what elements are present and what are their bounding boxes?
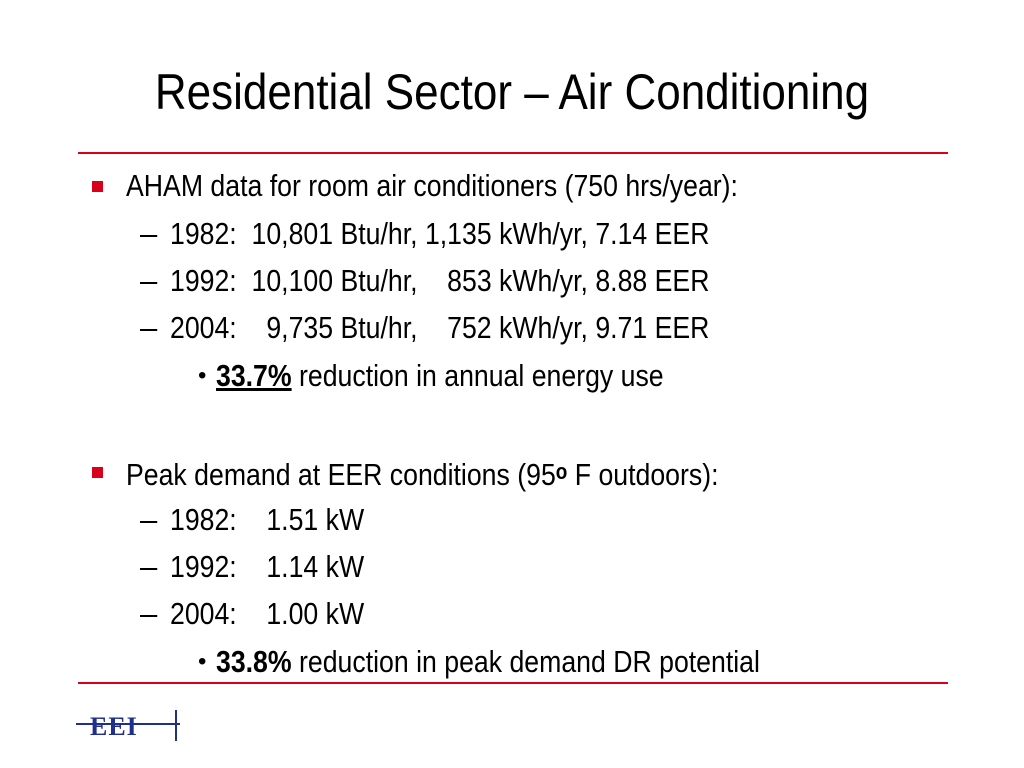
energy-reduction-text: reduction in annual energy use [291, 358, 664, 393]
section2-summary: 33.8% reduction in peak demand DR potent… [216, 644, 760, 680]
top-divider [78, 152, 948, 154]
dash-bullet: – [140, 263, 158, 298]
section2-heading: Peak demand at EER conditions (95o F out… [126, 454, 718, 493]
peak-reduction-value: 33.8% [216, 644, 292, 679]
section2-heading-post: F outdoors): [567, 457, 719, 492]
red-square-bullet-icon [92, 467, 103, 478]
dash-bullet: – [140, 596, 158, 631]
section1-item-1982: 1982: 10,801 Btu/hr, 1,135 kWh/yr, 7.14 … [170, 216, 710, 251]
degree-superscript: o [555, 459, 568, 484]
section2-item-2004: 2004: 1.00 kW [170, 596, 365, 631]
dot-bullet: • [198, 362, 207, 389]
peak-reduction-text: reduction in peak demand DR potential [291, 644, 760, 679]
section2-item-1982: 1982: 1.51 kW [170, 502, 365, 537]
energy-reduction-value: 33.7% [216, 358, 292, 393]
dash-bullet: – [140, 216, 158, 251]
dash-bullet: – [140, 549, 158, 584]
dash-bullet: – [140, 310, 158, 345]
section1-summary: 33.7% reduction in annual energy use [216, 358, 664, 394]
section1-item-2004: 2004: 9,735 Btu/hr, 752 kWh/yr, 9.71 EER [170, 310, 710, 345]
eei-logo-icon: EEI [76, 710, 180, 741]
section1-item-1992: 1992: 10,100 Btu/hr, 853 kWh/yr, 8.88 EE… [170, 263, 710, 298]
section2-heading-pre: Peak demand at EER conditions (95 [126, 457, 556, 492]
red-square-bullet-icon [92, 181, 103, 192]
section2-item-1992: 1992: 1.14 kW [170, 549, 365, 584]
dash-bullet: – [140, 502, 158, 537]
dot-bullet: • [198, 648, 207, 675]
eei-logo-text: EEI [90, 712, 138, 741]
bottom-divider [78, 682, 948, 684]
section1-heading: AHAM data for room air conditioners (750… [126, 168, 738, 203]
slide-title: Residential Sector – Air Conditioning [154, 64, 870, 120]
